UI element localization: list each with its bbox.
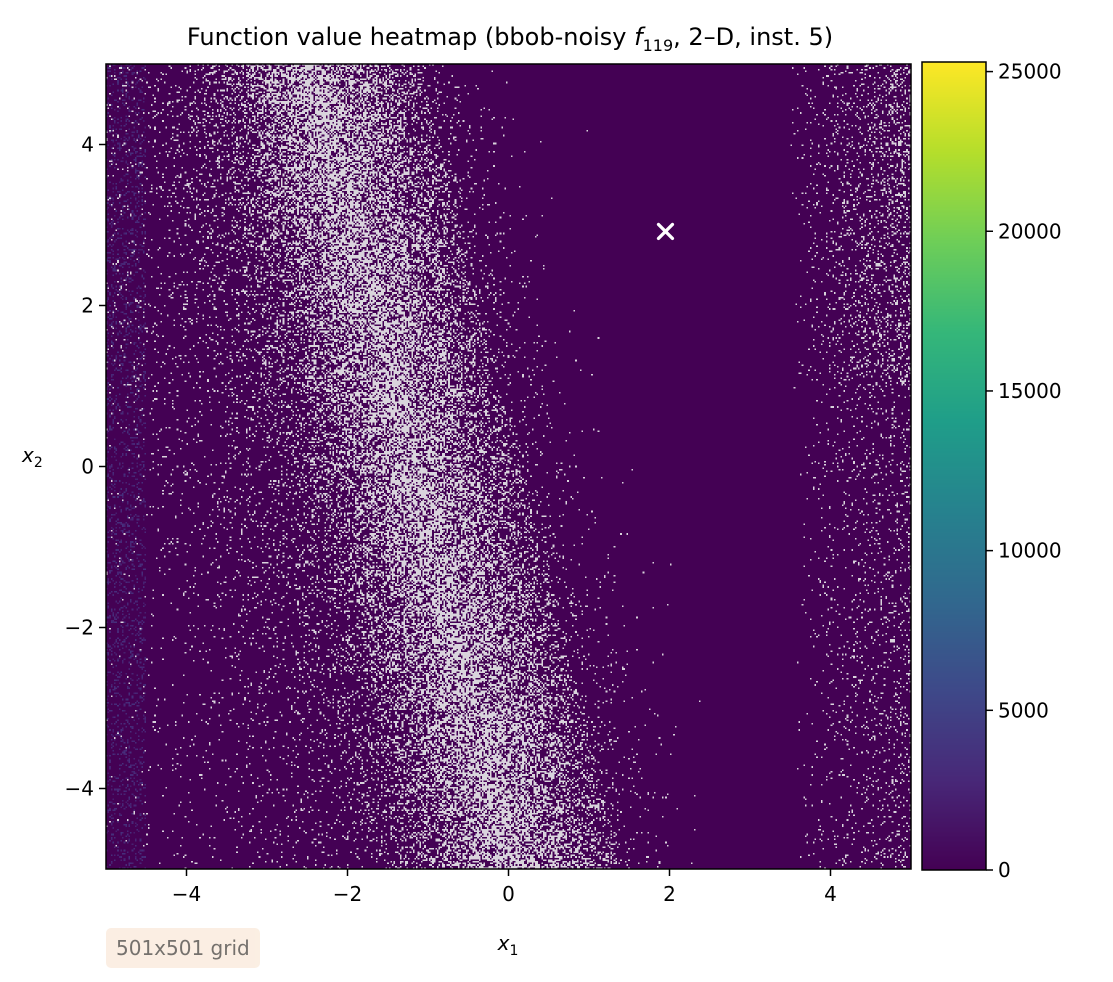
x-tick-label: 4 (824, 882, 837, 906)
y-tick-label: 4 (81, 133, 94, 157)
y-tick-label: −2 (65, 616, 94, 640)
optimum-marker-layer (656, 222, 675, 241)
y-tick-label: −4 (65, 777, 94, 801)
x-tick-label: −4 (172, 882, 201, 906)
x-tick-label: −2 (333, 882, 362, 906)
colorbar-tick-label: 15000 (998, 379, 1062, 403)
x-tick-label: 2 (663, 882, 676, 906)
colorbar-tick-label: 0 (998, 858, 1011, 882)
colorbar-tick-label: 25000 (998, 60, 1062, 84)
x-axis-label: x1 (497, 931, 519, 959)
optimum-marker-stroke-b (656, 222, 675, 241)
colorbar-tick-label: 5000 (998, 698, 1049, 722)
colorbar-tick-label: 20000 (998, 219, 1062, 243)
heatmap-image (106, 64, 911, 869)
colorbar-tick-label: 10000 (998, 539, 1062, 563)
colorbar-ticks: 0 5000 10000 15000 20000 25000 (986, 60, 1062, 882)
y-axis-label: x2 (21, 443, 43, 471)
colorbar-gradient (922, 62, 986, 870)
y-tick-label: 2 (81, 294, 94, 318)
x-tick-label: 0 (502, 882, 515, 906)
colorbar-frame (921, 61, 987, 871)
y-tick-label: 0 (81, 455, 94, 479)
chart-title: Function value heatmap (bbob-noisy f119,… (187, 23, 833, 55)
y-axis-ticks: −4 −2 0 2 4 (65, 133, 106, 801)
x-axis-ticks: −4 −2 0 2 4 (172, 869, 837, 906)
grid-size-badge: 501x501 grid (106, 928, 260, 968)
plot-frame (105, 63, 912, 870)
